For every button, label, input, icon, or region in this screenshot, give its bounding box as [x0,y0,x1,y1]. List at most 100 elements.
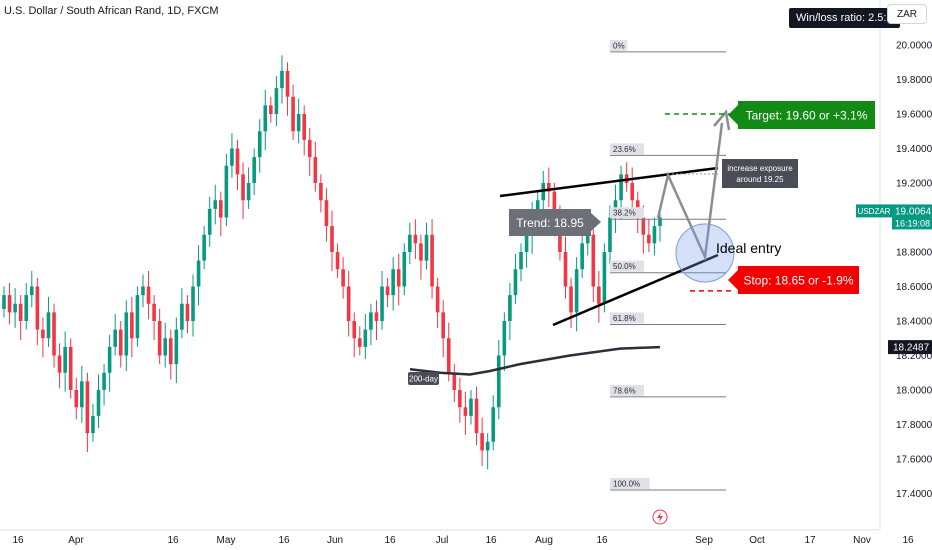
price-tick-label: 18.8000 [896,248,932,259]
candle-body [519,252,523,270]
candle-body [597,286,601,304]
candle-body [652,226,657,244]
candle-body [57,355,62,373]
candle-body [485,441,490,451]
candle-body [68,346,73,390]
time-tick-label: May [217,535,236,546]
target-label-box [738,101,875,129]
ideal-entry-circle [675,223,735,283]
candle-body [241,174,245,201]
candle-body [469,398,473,416]
candle-body [185,303,190,321]
target-label-text: Target: 19.60 or +3.1% [746,109,868,123]
candle-body [352,321,357,339]
candle-body [252,157,256,183]
candle-body [313,157,318,183]
candle-body [168,338,173,365]
candle-body [402,252,407,287]
currency-selector[interactable]: ZAR [887,4,927,24]
candle-body [319,183,323,201]
candle-body [141,286,145,296]
candle-body [324,200,329,227]
candle-body [302,114,307,140]
candle-body [463,407,468,416]
lightning-icon [657,512,663,522]
candle-body [552,191,557,218]
fib-level-label: 0% [613,41,625,50]
candle-body [135,295,140,339]
candle-body [408,234,412,252]
candle-body [7,295,12,313]
candle-body [491,407,496,442]
moving-average-200-line [409,345,661,376]
candle-body [124,312,129,356]
candle-body [591,234,596,287]
annotation-labels: 200-day Target: 19.60 or +3.1% Stop: 18.65… [408,101,875,385]
candle-body [569,286,573,313]
time-tick-label: 16 [596,535,608,546]
price-axis[interactable]: 20.0000 19.8000 19.6000 19.4000 19.2000 19.00… [856,0,932,550]
time-axis[interactable]: 16 Apr 16 May 16 Jun 16 Jul 16 Aug 16 Sep Oct 17 Nov 16 [0,509,914,546]
trend-label-text: Trend: 18.95 [516,216,584,230]
candle-body [52,312,56,356]
ideal-entry-text: Ideal entry [716,240,781,256]
projection-path [656,122,724,262]
fib-level-label: 61.8% [613,314,636,323]
fibonacci-retracement: 0% 23.6% 38.2% 50.0% 61.8% 78.6% 100.0% [610,39,726,491]
time-tick-label: 16 [485,535,497,546]
ma-price-text: 18.2487 [893,343,930,354]
price-tick-label: 20.0000 [896,41,932,52]
stop-label-text: Stop: 18.65 or -1.9% [743,274,853,288]
time-tick-label: 17 [804,535,816,546]
candle-body [24,295,29,321]
candle-body [524,234,529,252]
time-tick-label: 16 [12,535,24,546]
time-tick-label: Sep [695,535,713,546]
candle-body [196,260,201,287]
candle-body [502,321,507,356]
candlestick-series [2,55,662,470]
candle-body [602,252,607,304]
candle-body [369,312,373,330]
candle-body [113,329,117,347]
candle-body [647,234,651,244]
time-tick-label: 16 [902,535,914,546]
candle-body [213,200,218,209]
candle-body [413,234,418,244]
candle-body [330,226,334,252]
price-tick-label: 19.2000 [896,179,932,190]
exposure-label-line2: around 19.25 [736,175,784,184]
candle-body [91,415,95,434]
trend-label-box [509,209,591,236]
candle-body [585,234,590,244]
candle-body [357,338,362,347]
candle-body [74,390,79,408]
candle-body [630,183,635,201]
candle-body [263,105,268,132]
candle-body [157,321,162,356]
time-tick-label: 16 [167,535,179,546]
candle-body [496,355,501,408]
candle-body [480,433,484,451]
price-tick-label: 18.0000 [896,386,932,397]
candle-body [641,217,646,235]
fib-level-label: 50.0% [613,262,636,271]
candle-body [269,105,273,114]
candle-body [547,183,551,192]
time-tick-label: Aug [535,535,553,546]
candle-body [35,286,40,330]
last-price-text: 19.0064 [895,206,932,217]
countdown-text: 16:19:08 [895,218,930,228]
symbol-badge-text: USDZAR [858,207,891,216]
candle-body [374,312,379,321]
candle-body [580,243,584,270]
candle-body [2,295,6,309]
candle-body [435,286,440,313]
candle-body [29,286,34,296]
upper-trendline [499,166,719,198]
time-tick-label: Jul [436,535,449,546]
candle-body [46,312,51,339]
ma-label-box [408,372,439,385]
candle-body [257,131,262,158]
